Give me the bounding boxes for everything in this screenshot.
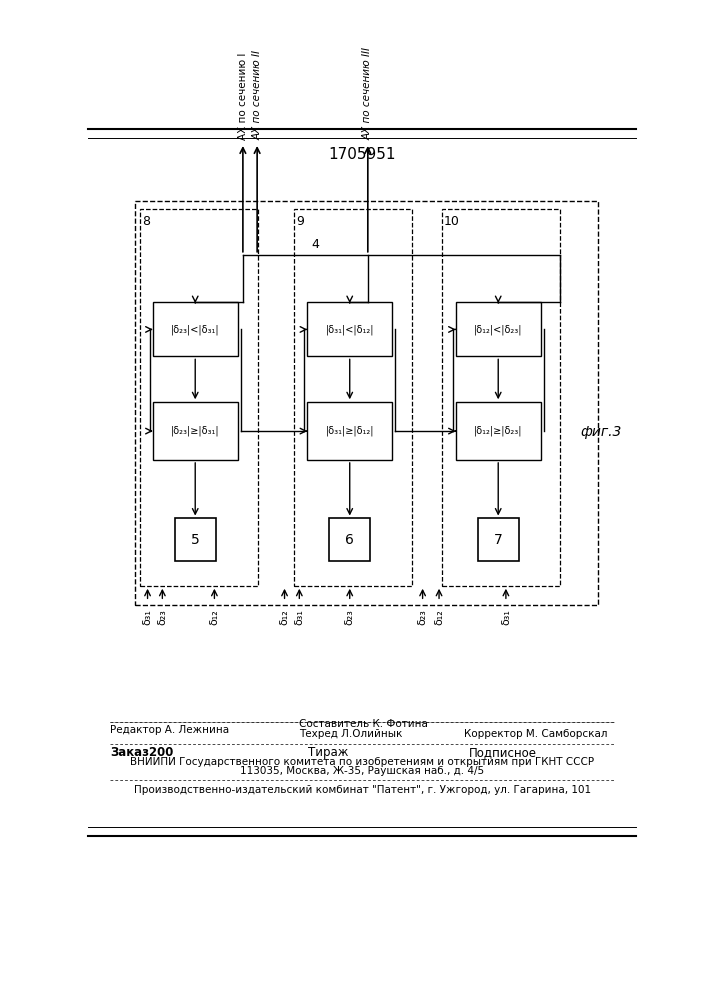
Text: |δ₁₂|<|δ₂₃|: |δ₁₂|<|δ₂₃|	[474, 324, 522, 335]
Text: Производственно-издательский комбинат "Патент", г. Ужгород, ул. Гагарина, 101: Производственно-издательский комбинат "П…	[134, 785, 591, 795]
Bar	[153, 402, 238, 460]
Bar	[442, 209, 560, 586]
Text: 4: 4	[312, 238, 320, 251]
Text: фиг.3: фиг.3	[580, 425, 621, 439]
Text: АХ по сечению I: АХ по сечению I	[238, 53, 248, 140]
Text: |δ₃₁|<|δ₁₂|: |δ₃₁|<|δ₁₂|	[325, 324, 374, 335]
Text: |δ₂₃|≥|δ₃₁|: |δ₂₃|≥|δ₃₁|	[171, 426, 220, 436]
Text: Подписное: Подписное	[469, 746, 537, 759]
Bar	[135, 201, 598, 605]
Text: δ₃₁: δ₃₁	[294, 609, 304, 625]
Text: 7: 7	[494, 533, 503, 547]
Text: Тираж: Тираж	[308, 746, 348, 759]
Text: δ₂₃: δ₂₃	[345, 609, 355, 625]
Text: 5: 5	[191, 533, 199, 547]
Text: δ₁₂: δ₁₂	[209, 609, 219, 625]
Text: АХ по сечению III: АХ по сечению III	[363, 47, 373, 140]
Bar	[329, 518, 370, 561]
Bar	[308, 302, 392, 356]
Text: δ₁₂: δ₁₂	[279, 609, 290, 625]
Text: 1705951: 1705951	[329, 147, 396, 162]
Text: 6: 6	[345, 533, 354, 547]
Text: |δ₁₂|≥|δ₂₃|: |δ₁₂|≥|δ₂₃|	[474, 426, 522, 436]
Text: Составитель К. Фотина: Составитель К. Фотина	[299, 719, 428, 729]
Text: Заказ200: Заказ200	[110, 746, 174, 759]
Text: |δ₃₁|≥|δ₁₂|: |δ₃₁|≥|δ₁₂|	[325, 426, 374, 436]
Text: Корректор М. Самборскал: Корректор М. Самборскал	[464, 729, 607, 739]
Bar	[308, 402, 392, 460]
Bar	[478, 518, 519, 561]
Bar	[294, 209, 411, 586]
Text: δ₃₁: δ₃₁	[143, 609, 153, 625]
Bar	[456, 402, 541, 460]
Text: 10: 10	[443, 215, 460, 228]
Text: АХ по сечению II: АХ по сечению II	[252, 50, 262, 140]
Text: 113035, Москва, Ж-35, Раушская наб., д. 4/5: 113035, Москва, Ж-35, Раушская наб., д. …	[240, 766, 484, 776]
Bar	[141, 209, 258, 586]
Text: δ₂₃: δ₂₃	[158, 609, 168, 625]
Text: |δ₂₃|<|δ₃₁|: |δ₂₃|<|δ₃₁|	[171, 324, 220, 335]
Bar	[153, 302, 238, 356]
Text: δ₃₁: δ₃₁	[501, 609, 511, 625]
Text: 9: 9	[297, 215, 305, 228]
Text: Техред Л.Олийнык: Техред Л.Олийнык	[299, 729, 403, 739]
Text: Редактор А. Лежнина: Редактор А. Лежнина	[110, 725, 229, 735]
Text: 8: 8	[142, 215, 150, 228]
Bar	[175, 518, 216, 561]
Bar	[456, 302, 541, 356]
Text: ВНИИПИ Государственного комитета по изобретениям и открытиям при ГКНТ СССР: ВНИИПИ Государственного комитета по изоб…	[130, 757, 595, 767]
Text: δ₁₂: δ₁₂	[434, 609, 444, 625]
Text: δ₂₃: δ₂₃	[418, 609, 428, 625]
